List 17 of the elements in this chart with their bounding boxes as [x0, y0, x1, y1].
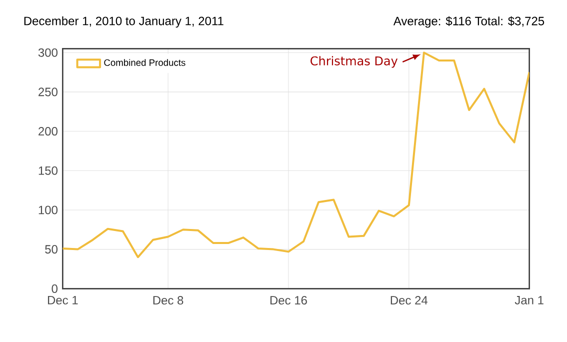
- y-tick-label: 0: [52, 284, 58, 293]
- x-tick-label: Dec 1: [48, 296, 78, 304]
- y-tick-label: 50: [45, 245, 58, 254]
- x-tick-label: Dec 24: [390, 296, 428, 305]
- x-tick-label: Dec 16: [270, 296, 307, 305]
- x-tick-label: Jan 1: [514, 296, 544, 304]
- legend-label: Combined Products: [104, 59, 186, 66]
- y-tick-label: 150: [38, 166, 58, 175]
- chart-title: December 1, 2010 to January 1, 2011: [24, 16, 224, 28]
- annotation: Christmas Day: [310, 56, 398, 68]
- y-tick-label: 100: [38, 206, 58, 214]
- y-tick-label: 200: [38, 127, 58, 136]
- chart-subtitle: Average: $116 Total: $3,725: [393, 16, 544, 28]
- y-tick-label: 300: [38, 48, 58, 57]
- y-tick-label: 250: [38, 88, 58, 96]
- line-series: [62, 52, 530, 258]
- x-tick-label: Dec 8: [153, 296, 184, 305]
